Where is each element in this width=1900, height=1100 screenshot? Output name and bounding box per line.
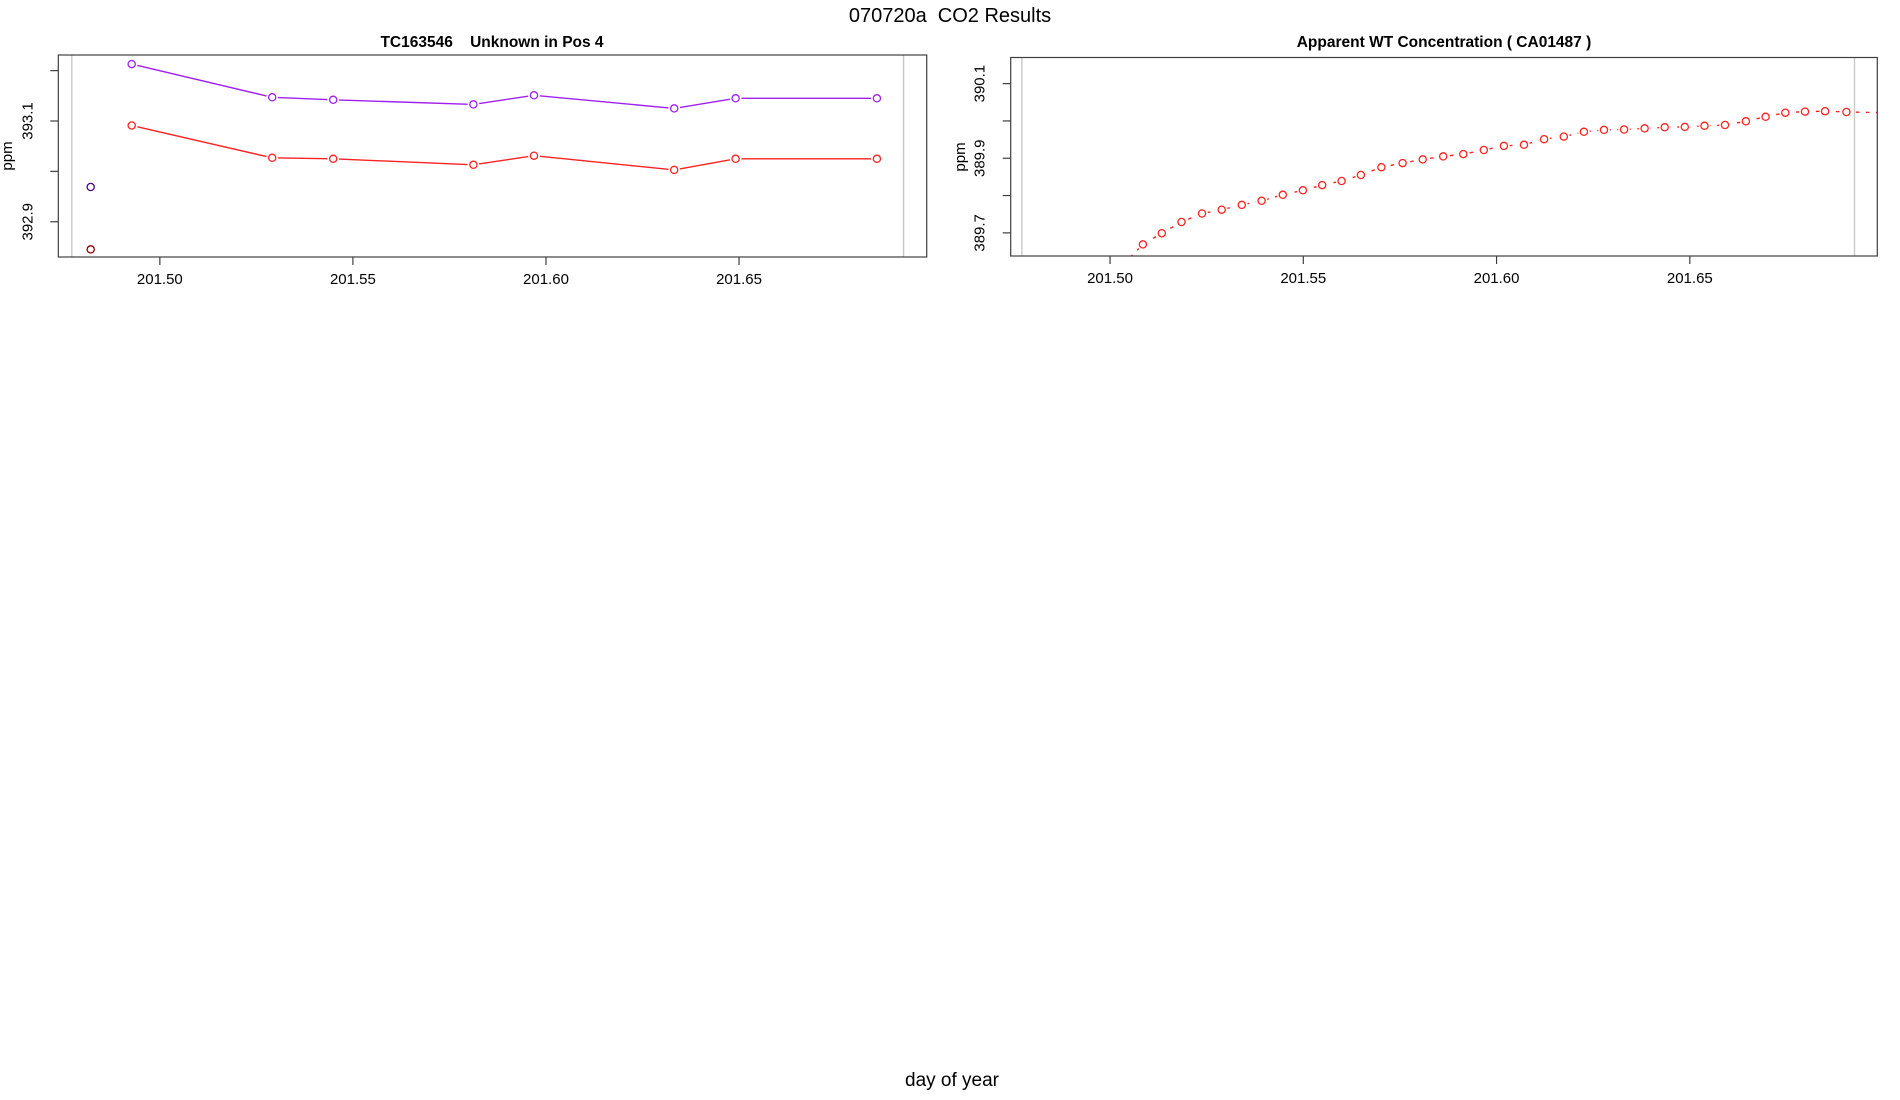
data-point-marker <box>669 165 679 175</box>
data-point-marker <box>1177 217 1186 227</box>
data-point-marker <box>529 91 539 100</box>
series-line-apparent-wt-concentration <box>1130 110 1878 256</box>
data-point-marker <box>1317 180 1327 190</box>
data-point-marker <box>1519 140 1529 150</box>
data-point-marker <box>469 100 478 109</box>
data-point-marker <box>1720 120 1730 130</box>
data-point-marker <box>1217 205 1226 214</box>
data-point-marker <box>1781 108 1790 117</box>
x-tick-label: 201.55 <box>330 271 376 288</box>
plot-right: 201.50 201.55 201.60 201.65 390.1 389.9 389.7 <box>972 56 1893 287</box>
data-point-marker <box>86 182 95 192</box>
data-point-marker <box>1883 109 1890 116</box>
data-point-marker <box>267 93 277 102</box>
data-point-marker <box>1741 117 1751 126</box>
outer-xlabel: day of year <box>905 1070 1000 1091</box>
data-point-marker <box>1640 124 1649 133</box>
data-point-marker <box>1599 125 1609 135</box>
data-point-marker <box>1579 127 1589 137</box>
data-point-marker <box>86 245 95 254</box>
data-point-marker <box>328 154 338 164</box>
x-tick-label: 201.60 <box>523 271 569 288</box>
data-point-marker <box>1418 155 1427 164</box>
x-tick-label: 201.55 <box>1280 270 1326 287</box>
data-point-marker <box>1120 261 1127 268</box>
data-point-marker <box>1337 176 1346 186</box>
data-point-marker <box>1680 122 1690 132</box>
data-point-marker <box>1660 123 1669 132</box>
x-tick-label: 201.65 <box>1667 270 1713 287</box>
y-tick-label: 389.9 <box>972 139 989 177</box>
data-point-marker <box>1438 152 1448 161</box>
plot-frame <box>1010 56 1878 257</box>
x-tick-label: 201.65 <box>716 271 762 288</box>
data-point-marker <box>469 160 478 170</box>
series-markers-outlier-upper <box>84 181 97 193</box>
y-tick-label: 389.7 <box>972 214 989 252</box>
data-point-marker <box>1842 107 1851 117</box>
data-point-marker <box>1761 112 1770 122</box>
data-point-marker <box>731 154 740 164</box>
plot-title-left: TC163546 Unknown in Pos 4 <box>380 34 603 51</box>
x-tick-label: 201.50 <box>1087 270 1133 287</box>
x-tick-label: 201.60 <box>1474 270 1520 287</box>
data-point-marker <box>1157 228 1167 238</box>
data-point-marker <box>1398 158 1407 168</box>
series-markers-apparent-wt-concentration <box>1117 105 1893 271</box>
data-point-marker <box>1499 141 1509 151</box>
series-markers-upper-trace <box>125 58 883 115</box>
data-point-marker <box>1197 209 1207 218</box>
y-tick-label: 390.1 <box>972 65 989 103</box>
plot-frame <box>57 54 928 258</box>
marker-halo <box>1881 107 1893 119</box>
data-point-marker <box>1459 149 1468 159</box>
main-title: 070720a CO2 Results <box>849 5 1051 27</box>
data-point-marker <box>1800 107 1810 116</box>
ylabel-right: ppm <box>952 142 969 171</box>
plot-title-right: Apparent WT Concentration ( CA01487 ) <box>1297 34 1592 51</box>
data-point-marker <box>1619 125 1629 134</box>
plot-left: 201.50 201.55 201.60 201.65 393.1 392.9 <box>19 54 928 288</box>
data-point-marker <box>1700 121 1709 131</box>
data-point-marker <box>1820 106 1830 116</box>
data-point-marker <box>328 95 338 105</box>
data-point-marker <box>529 151 539 160</box>
data-point-marker <box>1539 134 1549 144</box>
data-point-marker <box>1257 196 1266 206</box>
data-point-marker <box>1278 190 1288 200</box>
data-point-marker <box>127 59 136 69</box>
data-point-marker <box>127 121 136 130</box>
data-point-marker <box>1559 132 1569 141</box>
x-tick-label: 201.50 <box>137 271 183 288</box>
data-point-marker <box>731 94 740 103</box>
data-point-marker <box>1138 240 1148 249</box>
data-point-marker <box>1479 145 1489 155</box>
data-point-marker <box>872 154 882 164</box>
data-point-marker <box>669 104 679 113</box>
data-point-marker <box>1237 200 1247 210</box>
ylabel-left: ppm <box>0 141 16 170</box>
data-point-marker <box>872 94 882 103</box>
data-point-marker <box>267 153 277 163</box>
y-tick-label: 393.1 <box>19 102 36 140</box>
data-point-marker <box>1298 186 1308 195</box>
series-line-lower-trace <box>131 124 877 171</box>
series-markers-outlier-lower <box>84 243 97 256</box>
data-point-marker <box>1356 170 1366 180</box>
data-point-marker <box>1377 162 1386 172</box>
series-markers-lower-trace <box>125 119 883 176</box>
marker-halo <box>1117 259 1129 271</box>
series-line-upper-trace <box>131 63 877 110</box>
y-tick-label: 392.9 <box>19 203 36 241</box>
